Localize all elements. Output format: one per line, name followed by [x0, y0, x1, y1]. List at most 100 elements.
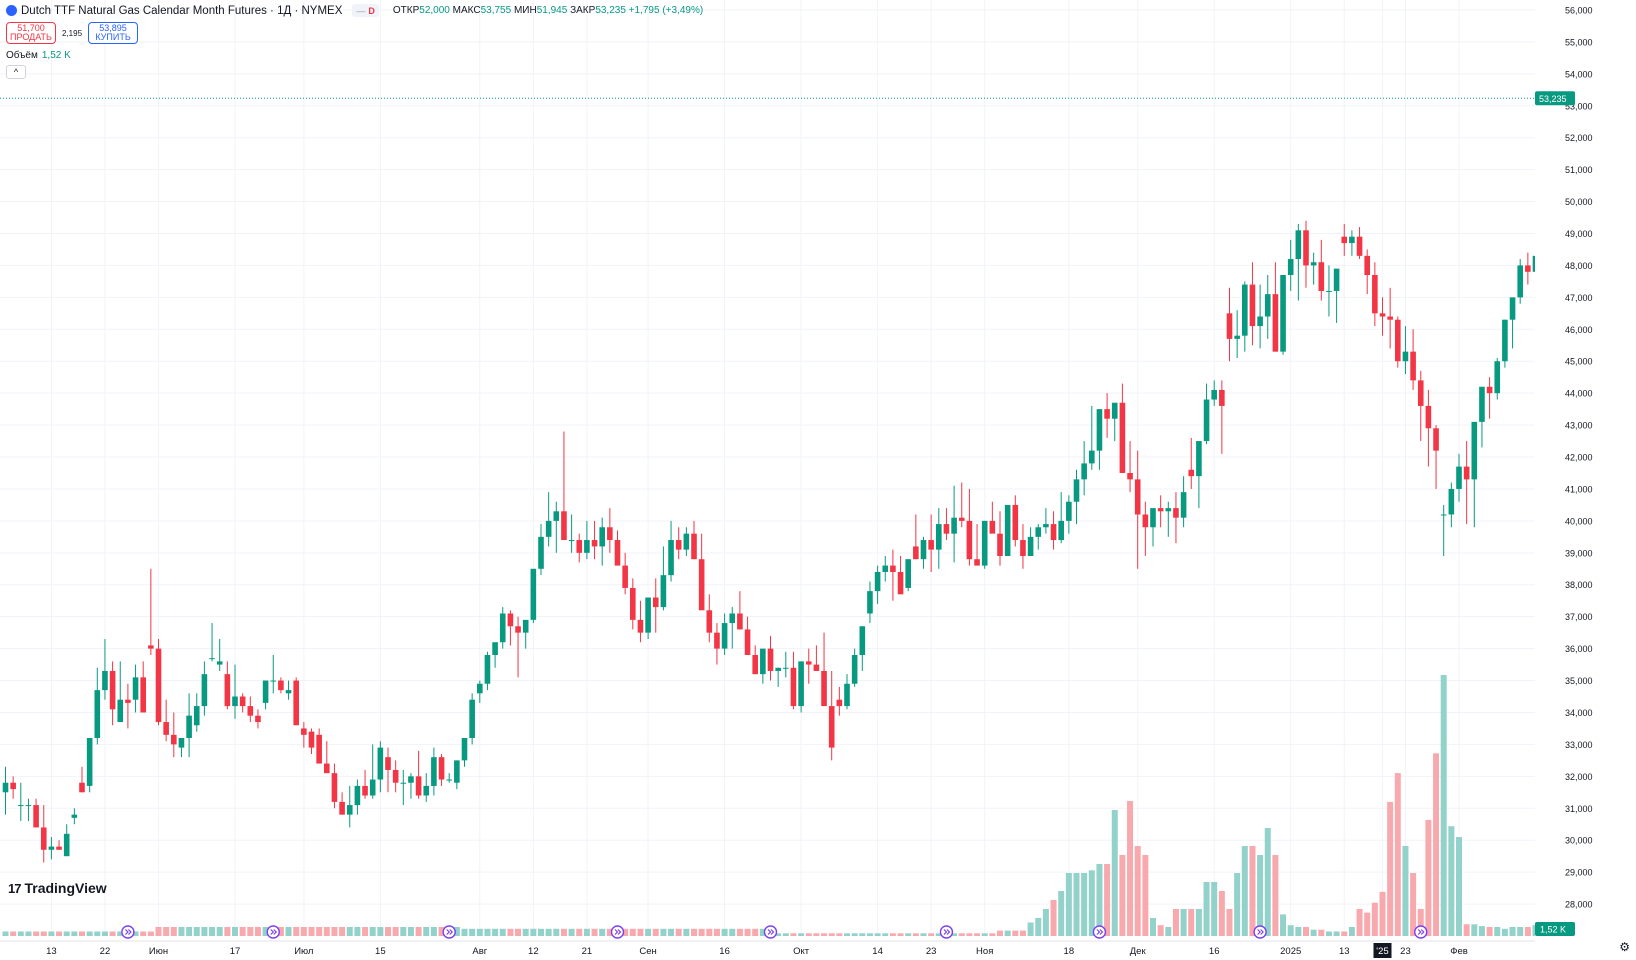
candle-body: [668, 540, 674, 576]
candle-body: [102, 670, 108, 691]
candle-body: [308, 731, 315, 748]
candle-body: [1448, 488, 1455, 515]
volume-bar: [1264, 828, 1271, 936]
volume-bar: [1501, 928, 1508, 936]
volume-bar: [10, 931, 17, 936]
volume-bar: [1150, 918, 1156, 936]
candle-body: [10, 782, 16, 790]
volume-bar: [874, 933, 881, 936]
volume-bar: [599, 928, 606, 936]
candle-body: [1402, 351, 1409, 362]
volume-bar: [377, 927, 384, 936]
candle-body: [186, 715, 192, 739]
volume-bar: [997, 930, 1003, 936]
volume-bar: [928, 933, 935, 936]
volume-bar: [430, 927, 437, 936]
sell-button[interactable]: 51,700 ПРОДАТЬ: [6, 22, 56, 44]
time-tick-label: '25: [1376, 946, 1388, 957]
volume-bar: [1494, 927, 1501, 936]
price-tick-label: 37,000: [1565, 612, 1593, 622]
candle-body: [239, 696, 246, 707]
symbol-title[interactable]: Dutch TTF Natural Gas Calendar Month Fut…: [21, 4, 343, 17]
time-tick-label: Июл: [294, 946, 313, 957]
event-marker-icon: [121, 925, 135, 939]
time-tick-label: Сен: [639, 946, 656, 957]
time-tick-label: Дек: [1130, 946, 1147, 957]
time-tick-label: 22: [100, 946, 111, 957]
time-tick-label: 15: [375, 946, 386, 957]
price-tick-label: 29,000: [1565, 868, 1593, 878]
candle-body: [882, 565, 889, 572]
candle-body: [1096, 409, 1103, 451]
candle-body: [209, 658, 215, 660]
collapse-legend-button[interactable]: ^: [6, 65, 26, 79]
candle-body: [515, 626, 521, 633]
volume-label[interactable]: Объём: [6, 50, 38, 61]
time-tick-label: 16: [719, 946, 730, 957]
volume-bar: [63, 931, 70, 936]
candle-body: [1295, 230, 1302, 260]
event-marker-icon: [1253, 925, 1267, 939]
event-marker-icon: [442, 925, 456, 939]
candle-body: [324, 763, 330, 774]
event-markers[interactable]: [121, 925, 1428, 939]
tradingview-logo[interactable]: 17 TradingView: [8, 880, 107, 896]
buy-button[interactable]: 53,895 КУПИТЬ: [88, 22, 139, 44]
candle-body: [1203, 399, 1210, 442]
volume-bar: [782, 933, 789, 936]
volume-bar: [1371, 902, 1378, 936]
candle-body: [859, 626, 866, 655]
candle-body: [698, 559, 705, 611]
volume-bar: [346, 927, 353, 936]
candle-body: [522, 619, 529, 633]
settings-gear-icon[interactable]: ⚙: [1619, 940, 1630, 954]
volume-bar: [515, 928, 522, 936]
price-tick-label: 33,000: [1565, 740, 1593, 750]
volume-bar: [721, 928, 728, 936]
volume-bar: [186, 927, 193, 936]
low-value: 51,945: [536, 5, 568, 16]
candle-body: [71, 814, 78, 818]
volume-bar: [1348, 927, 1355, 936]
price-tick-label: 56,000: [1565, 5, 1593, 15]
volume-bar: [155, 927, 162, 936]
volume-bar: [354, 927, 361, 936]
volume-bar: [232, 927, 238, 936]
volume-bar: [1333, 931, 1340, 936]
close-label: ЗАКР: [570, 5, 596, 16]
candle-body: [1356, 236, 1363, 256]
volume-bar: [1142, 855, 1149, 936]
volume-bar: [48, 931, 55, 936]
price-tick-label: 30,000: [1565, 836, 1593, 846]
volume-bar: [844, 933, 850, 936]
candle-body: [1066, 501, 1072, 521]
volume-bar: [1517, 927, 1524, 936]
volume-bar: [247, 927, 254, 936]
volume-bar: [645, 928, 652, 936]
last-price-label: 53,235: [1539, 94, 1567, 104]
candle-body: [354, 785, 361, 806]
volume-bar: [805, 933, 812, 936]
candle-body: [1379, 313, 1386, 317]
price-axis[interactable]: 56,000 55,000 54,000 53,000 52,000 51,000 50,0…: [1535, 0, 1636, 960]
candle-body: [163, 722, 169, 735]
candle-body: [675, 540, 682, 550]
candle-body: [507, 613, 514, 627]
candle-body: [79, 782, 85, 793]
candle-body: [1004, 504, 1011, 557]
volume-bar: [1165, 927, 1172, 936]
candle-body: [821, 670, 827, 707]
time-axis[interactable]: 13 22 Июн 17 Июл 15 Авг 12 21 Сен 16 Окт 14 23 Ноя 18 Де…: [0, 940, 1535, 960]
volume-bar: [1134, 846, 1141, 936]
candle-body: [1486, 386, 1493, 394]
price-tick-label: 47,000: [1565, 293, 1593, 303]
volume-bar: [1035, 918, 1042, 936]
price-tick-label: 55,000: [1565, 37, 1593, 47]
volume-bar: [668, 928, 675, 936]
status-pill[interactable]: — D: [352, 4, 379, 17]
candle-body: [201, 674, 208, 707]
candle-body: [132, 677, 139, 700]
volume-bar: [1287, 925, 1294, 936]
time-tick-label: 13: [46, 946, 57, 957]
